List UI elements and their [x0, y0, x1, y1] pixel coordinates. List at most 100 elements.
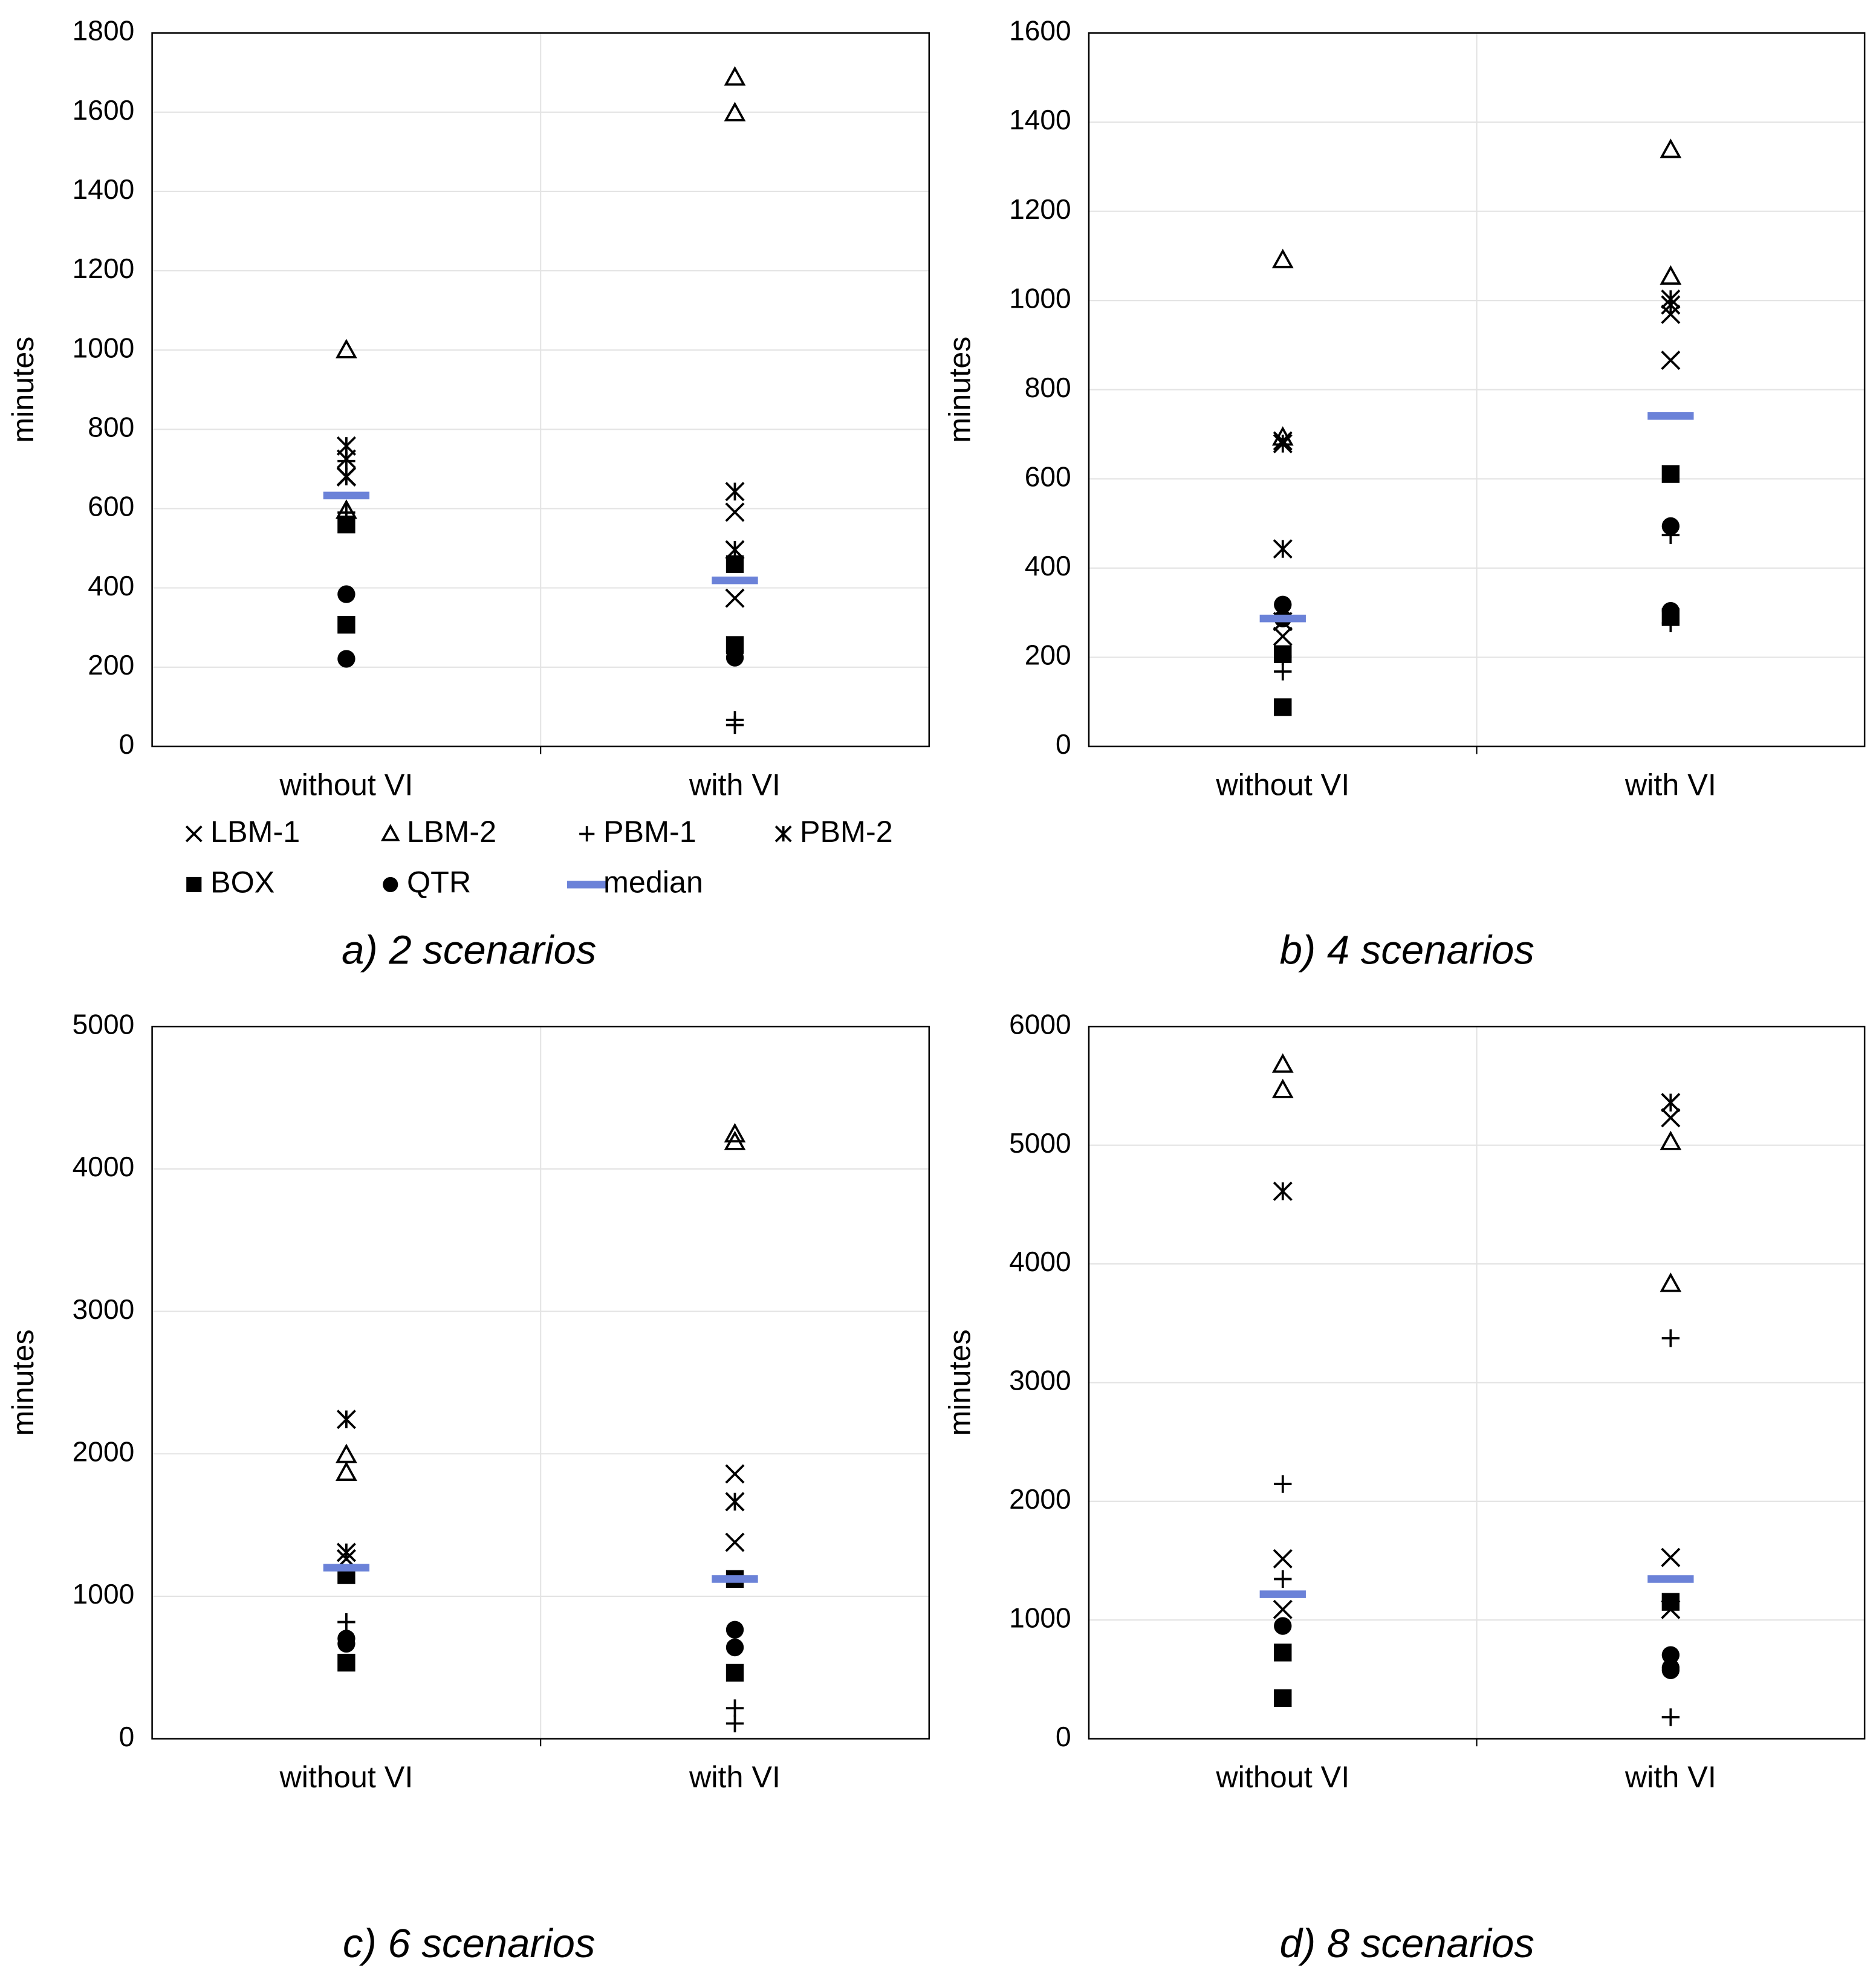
marker-triangle [1271, 1078, 1294, 1098]
y-axis-label: minutes [943, 337, 977, 443]
marker-shape [1661, 601, 1680, 620]
marker-stroke [1661, 1108, 1681, 1128]
marker-triangle [336, 338, 357, 358]
marker-shape [1647, 1575, 1694, 1583]
marker-shape [1271, 248, 1294, 268]
y-tick-label: 4000 [1009, 1246, 1071, 1277]
marker-asterisk [1661, 295, 1681, 315]
marker-stroke [725, 1464, 745, 1484]
x-tick-label: with VI [689, 1760, 781, 1794]
marker-shape [724, 1122, 746, 1143]
x-tick-label: without VI [279, 767, 413, 801]
marker-shape [1271, 1053, 1294, 1073]
marker-shape [1271, 1078, 1294, 1098]
marker-shape [1274, 595, 1292, 614]
y-tick-label: 600 [88, 491, 134, 522]
marker-shape [712, 1575, 758, 1583]
marker-shape [1660, 265, 1682, 285]
x-tick-label: without VI [1215, 767, 1349, 801]
marker-plus [725, 716, 744, 734]
marker-shape [712, 576, 758, 584]
marker-stroke [1661, 1547, 1681, 1567]
marker-dash [1259, 614, 1306, 623]
marker-asterisk [1273, 433, 1293, 454]
x-tick-label: without VI [1215, 1760, 1349, 1794]
y-axis-label: minutes [943, 1329, 977, 1436]
legend-label: LBM-1 [210, 814, 300, 849]
marker-shape [725, 649, 744, 667]
y-tick-label: 1000 [1009, 1602, 1071, 1633]
marker-shape [337, 1634, 355, 1653]
marker-plus [1661, 1329, 1680, 1347]
x-tick-label: with VI [1624, 767, 1716, 801]
marker-circle [1661, 1661, 1680, 1679]
y-axis-label: minutes [5, 337, 40, 443]
marker-triangle [1660, 265, 1682, 285]
marker-plus [1661, 1708, 1680, 1726]
marker-shape [724, 66, 746, 86]
marker-stroke [1661, 305, 1681, 325]
marker-square [337, 1654, 355, 1672]
marker-square [1274, 645, 1292, 663]
marker-asterisk [336, 467, 356, 487]
marker-asterisk [1273, 539, 1293, 559]
y-tick-label: 4000 [73, 1151, 135, 1182]
marker-triangle [336, 1461, 357, 1481]
chart-title: c) 6 scenarios [343, 1921, 596, 1966]
y-tick-label: 400 [1025, 550, 1071, 581]
marker-shape [724, 1130, 746, 1150]
marker-circle [337, 585, 355, 603]
marker-circle [1661, 517, 1680, 536]
marker-shape [1661, 1661, 1680, 1679]
y-tick-label: 5000 [1009, 1127, 1071, 1159]
marker-stroke [725, 588, 745, 608]
x-tick-label: without VI [279, 1760, 413, 1794]
legend-marker [185, 825, 203, 843]
marker-triangle [1660, 1272, 1682, 1292]
legend-label: PBM-1 [603, 814, 696, 849]
marker-square [725, 1663, 744, 1682]
plot-frame [1088, 1026, 1866, 1740]
y-tick-label: 1400 [1009, 104, 1071, 135]
marker-circle [1274, 595, 1292, 614]
y-tick-label: 1400 [73, 173, 135, 205]
y-tick-label: 5000 [73, 1008, 135, 1040]
marker-plus [1274, 1475, 1292, 1493]
marker-triangle [724, 1130, 746, 1150]
y-tick-label: 1200 [1009, 193, 1071, 225]
marker-shape [1661, 465, 1680, 483]
marker-shape [336, 1461, 357, 1481]
legend-marker [380, 824, 400, 841]
marker-shape [337, 1654, 355, 1672]
legend-marker [186, 876, 202, 893]
plot-frame [1088, 32, 1866, 748]
marker-dash [712, 1575, 758, 1583]
marker-square [337, 516, 355, 534]
y-tick-label: 3000 [1009, 1365, 1071, 1396]
marker-square [1661, 1593, 1680, 1611]
marker-stroke [1273, 626, 1293, 646]
marker-asterisk [725, 482, 745, 502]
marker-asterisk [725, 1492, 745, 1512]
marker-shape [1661, 1593, 1680, 1611]
legend-marker [567, 881, 607, 889]
marker-x [1273, 1599, 1293, 1619]
y-tick-label: 6000 [1009, 1008, 1071, 1040]
marker-shape [725, 555, 744, 573]
marker-asterisk [336, 436, 356, 456]
marker-shape [1660, 1272, 1682, 1292]
legend-label: median [603, 865, 703, 899]
marker-shape [1647, 412, 1694, 420]
y-tick-label: 1000 [73, 332, 135, 363]
marker-circle [1274, 1617, 1292, 1635]
marker-x [1661, 305, 1681, 325]
x-tick-label: with VI [689, 767, 781, 801]
marker-shape [337, 585, 355, 603]
plot-frame [151, 1026, 930, 1740]
marker-shape [1660, 138, 1682, 158]
marker-shape [725, 1621, 744, 1639]
legend-marker [774, 825, 792, 843]
y-tick-label: 200 [88, 649, 134, 681]
